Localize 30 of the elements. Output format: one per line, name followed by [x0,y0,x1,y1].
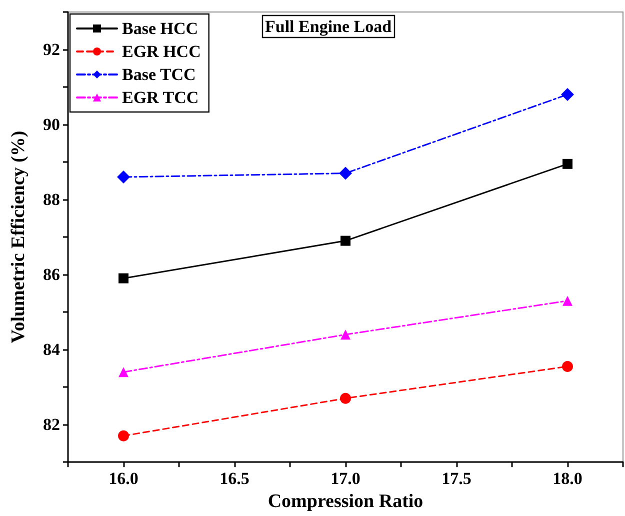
y-tick-label: 90 [43,115,60,134]
point [118,367,128,378]
y-axis-title: Volumetric Efficiency (%) [8,130,29,344]
point [339,166,352,180]
legend-label: Base TCC [122,65,196,84]
x-tick-label: 17.0 [330,469,360,488]
x-tick-label: 16.5 [220,469,250,488]
point [118,273,128,284]
point [561,88,574,102]
x-tick-label: 16.0 [108,469,138,488]
point [340,392,351,404]
point [117,170,130,184]
point [340,330,350,340]
legend-label: Base HCC [122,19,198,38]
y-tick-label: 92 [43,40,60,60]
y-tick-label: 82 [43,415,60,434]
point [562,158,572,169]
legend-label: EGR HCC [122,42,201,61]
y-tick-label: 88 [43,190,60,210]
x-axis-title: Compression Ratio [268,491,424,512]
x-tick-label: 17.5 [442,469,472,488]
point [340,236,350,246]
x-tick-label: 18.0 [552,469,582,488]
chart-title: Full Engine Load [265,17,392,36]
point [118,430,129,442]
y-tick-label: 84 [43,340,60,360]
legend-label: EGR TCC [122,88,199,107]
point [562,296,572,306]
y-tick-label: 86 [43,265,60,284]
point [562,360,573,372]
